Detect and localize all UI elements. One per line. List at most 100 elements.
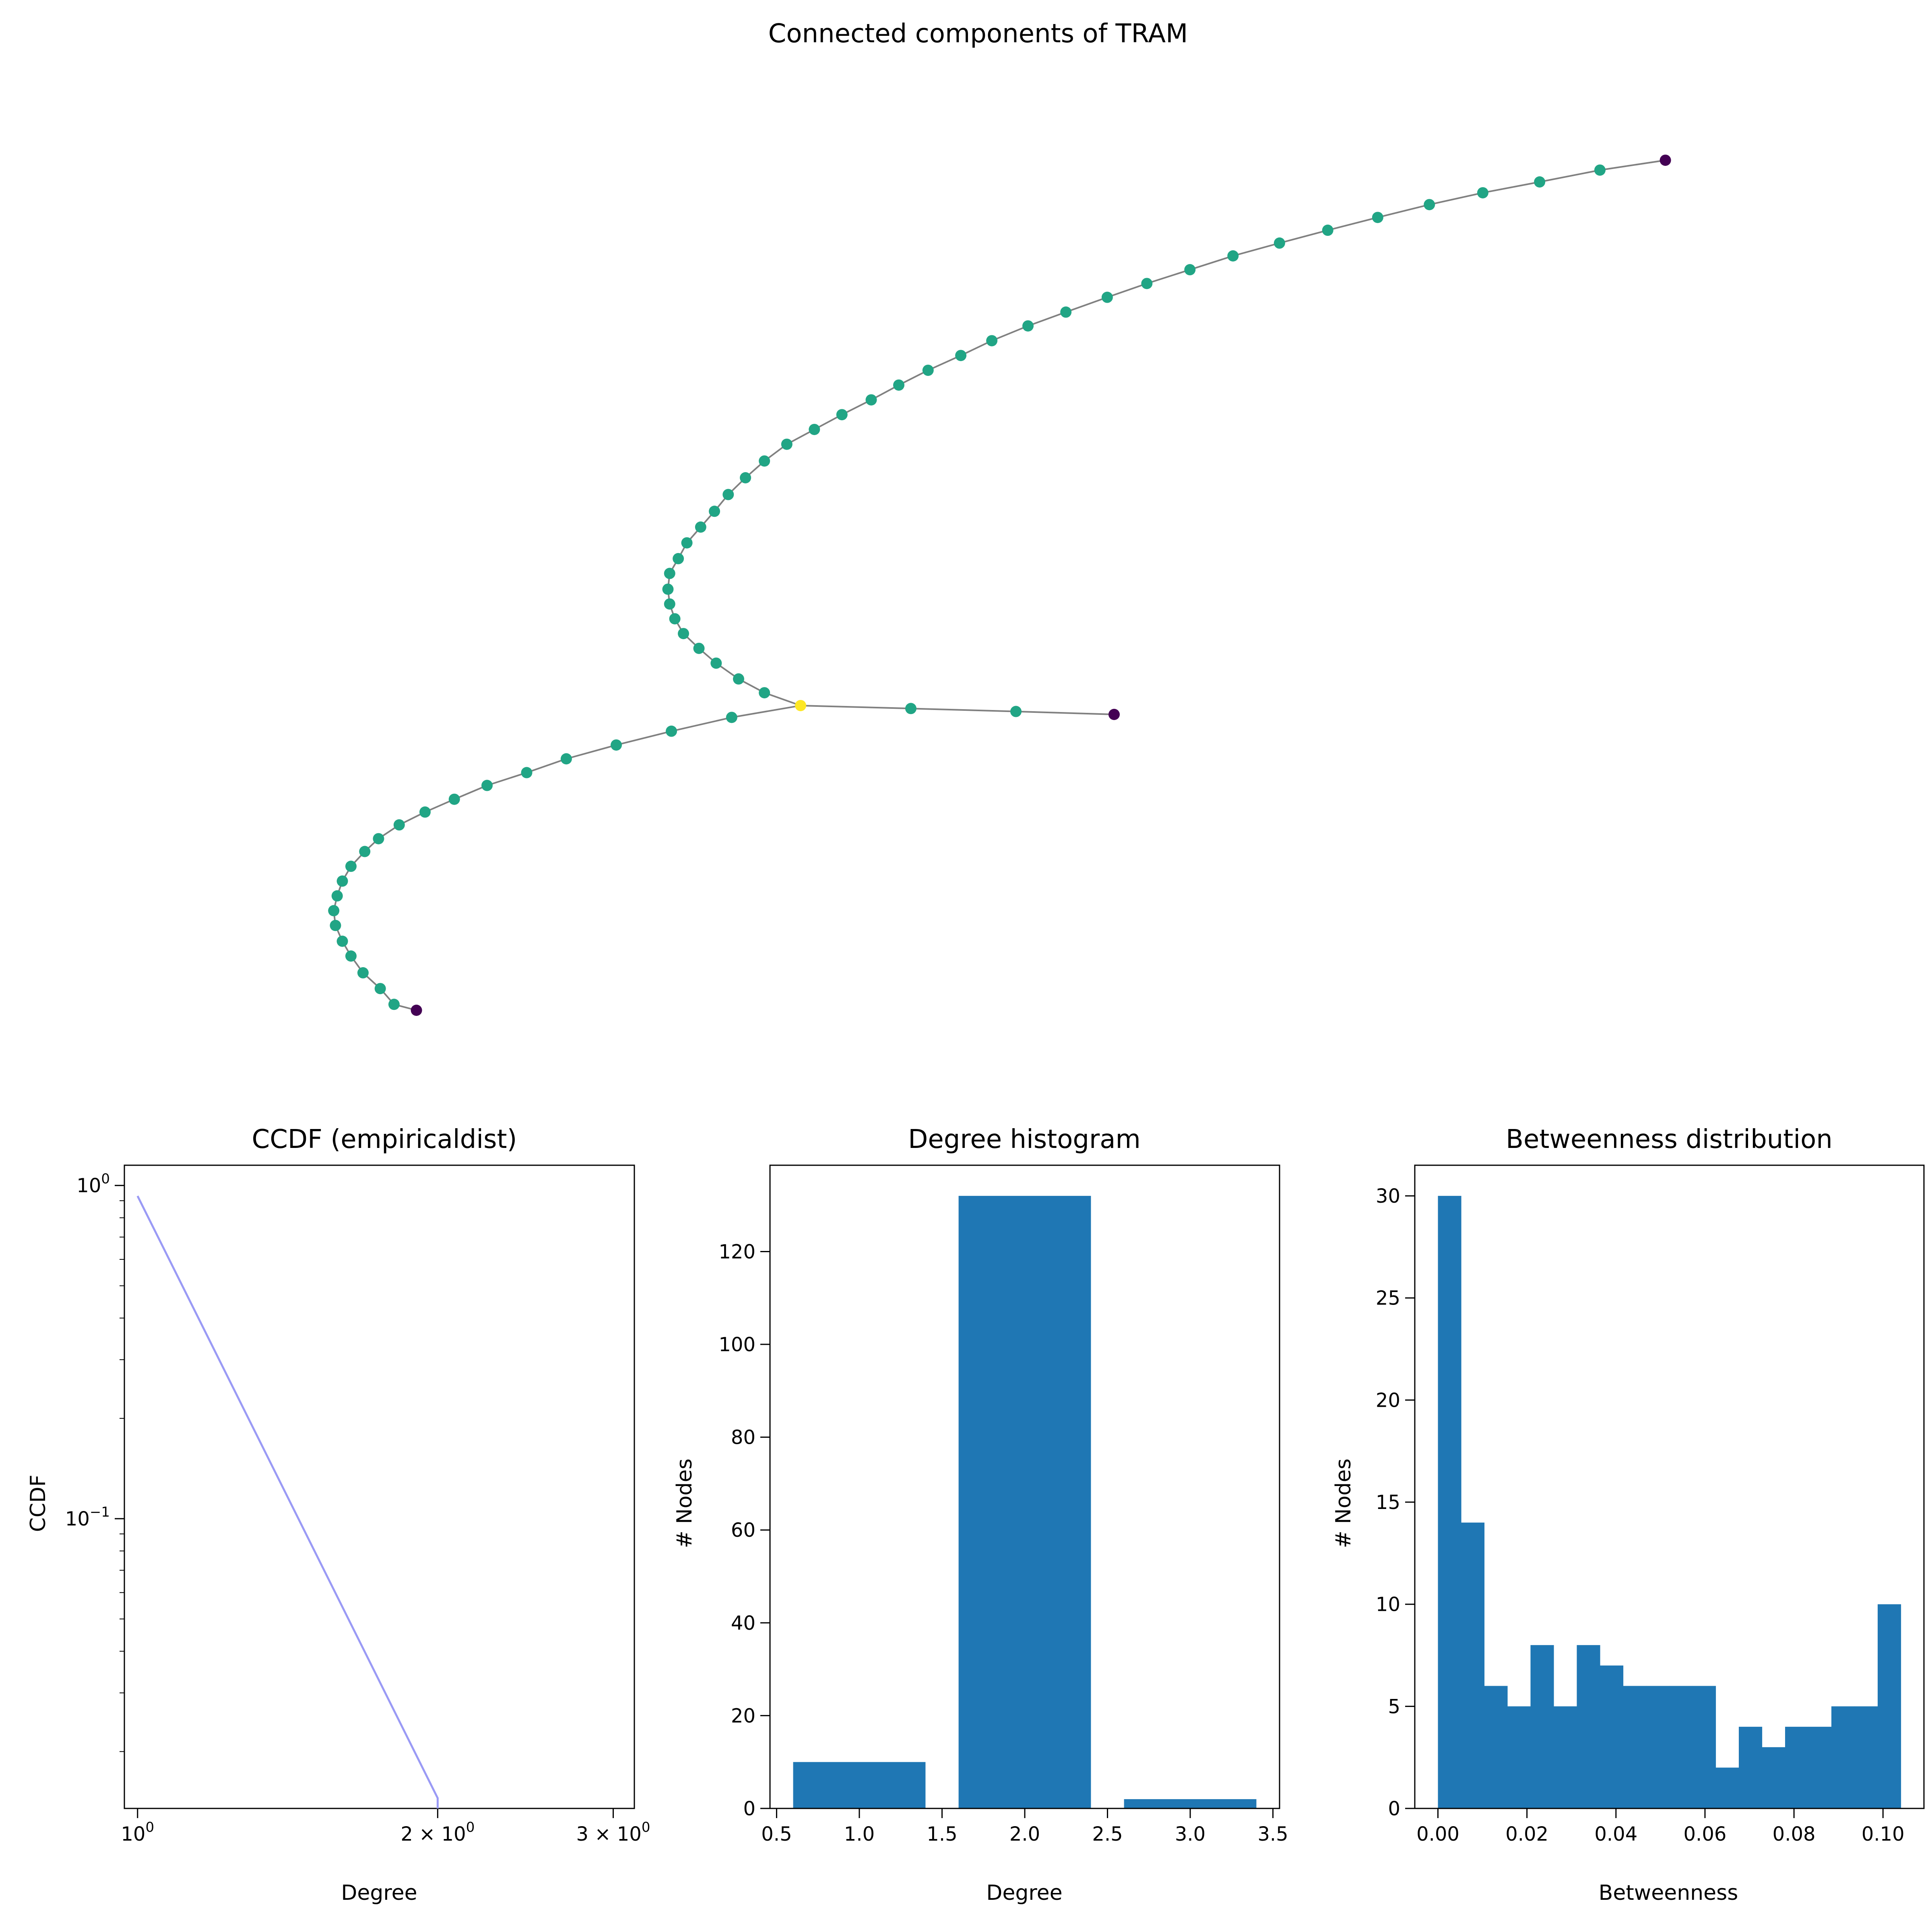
degree-x-tick-label: 0.5 bbox=[761, 1823, 792, 1845]
network-node bbox=[922, 364, 934, 376]
network-edge bbox=[1065, 296, 1108, 313]
ccdf-plot: CCDF (empiricaldist) Degree CCDF 100 2 × … bbox=[26, 1125, 650, 1905]
network-edge bbox=[1327, 217, 1378, 231]
network-node bbox=[1372, 212, 1383, 223]
betweenness-x-axis-label: Betweenness bbox=[1599, 1881, 1738, 1905]
degree-bar bbox=[1124, 1799, 1257, 1808]
betweenness-bar bbox=[1507, 1706, 1531, 1808]
network-node bbox=[1227, 250, 1239, 262]
network-edge bbox=[1146, 269, 1190, 285]
network-node bbox=[345, 861, 357, 872]
network-node bbox=[666, 725, 677, 737]
betweenness-bar bbox=[1484, 1686, 1508, 1808]
network-node bbox=[331, 890, 343, 902]
network-node bbox=[1594, 164, 1606, 176]
network-node bbox=[1477, 187, 1488, 198]
degree-x-tick-label: 3.0 bbox=[1175, 1823, 1205, 1845]
betweenness-y-tick-label: 15 bbox=[1376, 1491, 1400, 1514]
network-node bbox=[330, 920, 341, 931]
degree-y-axis-label: # Nodes bbox=[673, 1459, 697, 1548]
betweenness-bar bbox=[1854, 1706, 1878, 1808]
degree-x-tick-label: 2.5 bbox=[1092, 1823, 1123, 1845]
network-node bbox=[448, 793, 460, 805]
degree-y-tick-label: 0 bbox=[743, 1798, 755, 1820]
network-edge bbox=[454, 784, 487, 800]
network-node bbox=[955, 350, 967, 361]
betweenness-x-tick-label: 0.10 bbox=[1862, 1823, 1905, 1845]
betweenness-title: Betweenness distribution bbox=[1506, 1125, 1833, 1154]
network-edge bbox=[1482, 181, 1540, 194]
network-node bbox=[836, 409, 848, 421]
network-node bbox=[740, 472, 751, 483]
network-edge bbox=[927, 355, 961, 371]
network-node bbox=[809, 423, 820, 435]
betweenness-x-tick-label: 0.00 bbox=[1416, 1823, 1459, 1845]
network-node bbox=[1108, 709, 1120, 720]
network-edge bbox=[991, 325, 1028, 342]
network-node bbox=[411, 1005, 422, 1016]
figure-title: Connected components of TRAM bbox=[768, 19, 1188, 49]
ccdf-series-line bbox=[136, 1195, 439, 1808]
network-node bbox=[521, 767, 533, 778]
degree-title: Degree histogram bbox=[908, 1125, 1141, 1154]
betweenness-bar bbox=[1438, 1196, 1461, 1808]
degree-histogram: Degree histogram Degree # Nodes 0.5 1.0 1.… bbox=[673, 1125, 1288, 1905]
network-node bbox=[710, 657, 722, 669]
network-node bbox=[1274, 237, 1285, 249]
betweenness-bar bbox=[1739, 1727, 1763, 1808]
network-edge bbox=[1600, 159, 1666, 171]
degree-bar bbox=[958, 1196, 1091, 1808]
degree-y-tick-label: 60 bbox=[731, 1519, 755, 1542]
betweenness-y-tick-label: 10 bbox=[1376, 1593, 1400, 1616]
betweenness-y-tick-label: 20 bbox=[1376, 1389, 1400, 1412]
betweenness-bar bbox=[1600, 1665, 1624, 1808]
betweenness-x-tick-label: 0.08 bbox=[1773, 1823, 1816, 1845]
network-node bbox=[733, 673, 744, 685]
network-node bbox=[1322, 225, 1333, 236]
network-node bbox=[759, 455, 770, 467]
network-node bbox=[336, 935, 348, 947]
network-edge bbox=[487, 772, 527, 786]
ccdf-x-tick-label: 2 × 100 bbox=[400, 1819, 475, 1845]
network-edge bbox=[960, 340, 992, 357]
network-node bbox=[669, 613, 681, 625]
betweenness-bar bbox=[1623, 1686, 1647, 1808]
degree-y-tick-label: 40 bbox=[731, 1612, 755, 1635]
network-edge bbox=[566, 744, 617, 760]
network-node bbox=[1141, 278, 1153, 289]
network-node bbox=[681, 537, 693, 549]
degree-x-axis-label: Degree bbox=[986, 1881, 1062, 1905]
betweenness-bar bbox=[1669, 1686, 1693, 1808]
network-node bbox=[336, 875, 348, 887]
network-node bbox=[1534, 176, 1546, 188]
betweenness-bar bbox=[1530, 1645, 1554, 1808]
network-plot bbox=[328, 155, 1671, 1016]
betweenness-bar bbox=[1878, 1604, 1901, 1808]
ccdf-title: CCDF (empiricaldist) bbox=[252, 1125, 517, 1154]
network-edge bbox=[1189, 255, 1233, 270]
ccdf-plot-frame bbox=[124, 1164, 635, 1809]
network-node bbox=[560, 753, 572, 765]
network-node bbox=[388, 999, 400, 1010]
degree-bar bbox=[793, 1762, 926, 1808]
betweenness-bar bbox=[1577, 1645, 1600, 1808]
network-edge bbox=[1107, 283, 1147, 298]
network-node bbox=[345, 950, 357, 962]
network-edge bbox=[1279, 229, 1328, 244]
network-edge bbox=[1377, 204, 1430, 219]
betweenness-bar bbox=[1831, 1706, 1855, 1808]
network-edge bbox=[731, 704, 801, 718]
network-node bbox=[1101, 291, 1113, 303]
network-node bbox=[1660, 155, 1671, 166]
betweenness-bar bbox=[1785, 1727, 1809, 1808]
network-node bbox=[481, 780, 493, 791]
network-edge bbox=[1232, 242, 1280, 257]
betweenness-y-tick-label: 25 bbox=[1376, 1287, 1400, 1310]
network-edge bbox=[1539, 169, 1600, 183]
degree-x-tick-label: 2.0 bbox=[1009, 1823, 1040, 1845]
betweenness-plot-frame bbox=[1414, 1164, 1925, 1809]
betweenness-bar bbox=[1693, 1686, 1716, 1808]
network-node bbox=[1424, 199, 1435, 211]
betweenness-bar bbox=[1762, 1747, 1785, 1808]
